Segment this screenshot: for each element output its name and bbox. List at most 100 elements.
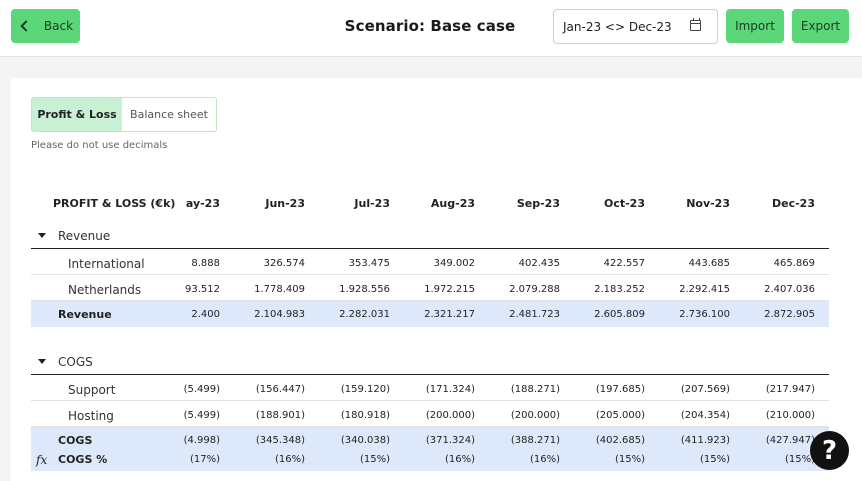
cell-value[interactable]: (371.324) — [425, 435, 475, 446]
column-header-6: Nov-23 — [686, 197, 730, 210]
import-button[interactable]: Import — [726, 9, 784, 43]
table-row: Netherlands 93.512 1.778.409 1.928.556 1.972… — [31, 275, 829, 301]
cell-value[interactable]: 1.778.409 — [254, 284, 305, 295]
section-title: Revenue — [58, 229, 111, 243]
cell-value[interactable]: 2.407.036 — [764, 284, 815, 295]
cell-value[interactable]: 2.282.031 — [339, 309, 390, 320]
cell-value[interactable]: (15%) — [699, 454, 730, 465]
date-range-picker[interactable]: Jan-23 <> Dec-23 — [553, 9, 718, 44]
cell-value[interactable]: (159.120) — [340, 384, 390, 395]
cell-value[interactable]: (197.685) — [595, 384, 645, 395]
content-card: Profit & Loss Balance sheet Please do no… — [11, 78, 862, 481]
help-icon: ? — [821, 435, 838, 466]
cell-value[interactable]: (188.271) — [510, 384, 560, 395]
cell-value[interactable]: (15%) — [784, 454, 815, 465]
cell-value[interactable]: 422.557 — [603, 258, 645, 269]
cell-value[interactable]: 2.400 — [191, 309, 220, 320]
ratio-row: fx COGS % (17%) (16%) (15%) (16%) (16%) (15%) (1… — [31, 449, 829, 471]
back-label: Back — [43, 19, 74, 33]
cell-value[interactable]: (200.000) — [425, 410, 475, 421]
cell-value[interactable]: (15%) — [614, 454, 645, 465]
cell-value[interactable]: 2.605.809 — [594, 309, 645, 320]
table-row: International 8.888 326.574 353.475 349.002 4… — [31, 249, 829, 275]
section-title: COGS — [58, 355, 93, 369]
section-header-cogs: COGS — [31, 349, 829, 375]
cell-value[interactable]: (5.499) — [183, 410, 220, 421]
cell-value[interactable]: 2.481.723 — [509, 309, 560, 320]
cell-value[interactable]: 2.321.217 — [424, 309, 475, 320]
cell-value[interactable]: 2.872.905 — [764, 309, 815, 320]
cell-value[interactable]: (15%) — [359, 454, 390, 465]
page-title: Scenario: Base case — [344, 17, 516, 35]
tab-balance-sheet[interactable]: Balance sheet — [122, 98, 216, 131]
cell-value[interactable]: (217.947) — [765, 384, 815, 395]
cell-value[interactable]: (427.947) — [765, 435, 815, 446]
cell-value[interactable]: 2.736.100 — [679, 309, 730, 320]
cell-value[interactable]: (205.000) — [595, 410, 645, 421]
cell-value[interactable]: (345.348) — [255, 435, 305, 446]
cell-value[interactable]: 1.972.215 — [424, 284, 475, 295]
decimals-note: Please do not use decimals — [31, 140, 168, 151]
cell-value[interactable]: (210.000) — [765, 410, 815, 421]
cell-value[interactable]: (402.685) — [595, 435, 645, 446]
column-header-7: Dec-23 — [772, 197, 815, 210]
cell-value[interactable]: (411.923) — [680, 435, 730, 446]
cell-value[interactable]: 2.079.288 — [509, 284, 560, 295]
function-icon[interactable]: fx — [36, 453, 48, 467]
cell-value[interactable]: (16%) — [444, 454, 475, 465]
cell-value[interactable]: (204.354) — [680, 410, 730, 421]
cell-value[interactable]: 326.574 — [263, 258, 305, 269]
row-label: Support — [68, 383, 116, 397]
cell-value[interactable]: (16%) — [529, 454, 560, 465]
tab-profit-loss[interactable]: Profit & Loss — [32, 98, 122, 131]
chevron-left-icon — [20, 20, 32, 32]
cell-value[interactable]: 443.685 — [688, 258, 730, 269]
cell-value[interactable]: 2.292.415 — [679, 284, 730, 295]
back-button[interactable]: Back — [11, 9, 80, 43]
cell-value[interactable]: 353.475 — [348, 258, 390, 269]
cell-value[interactable]: (180.918) — [340, 410, 390, 421]
table-header-label: PROFIT & LOSS (€k) — [53, 197, 176, 210]
row-label: Hosting — [68, 409, 114, 423]
column-header-5: Oct-23 — [603, 197, 645, 210]
section-header-revenue: Revenue — [31, 223, 829, 249]
cell-value[interactable]: 402.435 — [518, 258, 560, 269]
cell-value[interactable]: (207.569) — [680, 384, 730, 395]
date-range-value: Jan-23 <> Dec-23 — [563, 20, 672, 34]
top-bar: Back Scenario: Base case Jan-23 <> Dec-2… — [0, 0, 862, 57]
cell-value[interactable]: (16%) — [274, 454, 305, 465]
cell-value[interactable]: (156.447) — [255, 384, 305, 395]
help-button[interactable]: ? — [810, 431, 849, 470]
row-label: International — [68, 257, 145, 271]
cell-value[interactable]: (388.271) — [510, 435, 560, 446]
ratio-label: COGS % — [58, 453, 108, 466]
cell-value[interactable]: 1.928.556 — [339, 284, 390, 295]
cell-value[interactable]: 93.512 — [185, 284, 220, 295]
cell-value[interactable]: 2.183.252 — [594, 284, 645, 295]
cell-value[interactable]: (171.324) — [425, 384, 475, 395]
cell-value[interactable]: (4.998) — [183, 435, 220, 446]
table-row: Support (5.499) (156.447) (159.120) (171.324… — [31, 375, 829, 401]
column-header-0: ay-23 — [185, 197, 220, 210]
cell-value[interactable]: 465.869 — [773, 258, 815, 269]
cell-value[interactable]: (17%) — [189, 454, 220, 465]
total-row: Revenue 2.400 2.104.983 2.282.031 2.321.217 2… — [31, 301, 829, 327]
cell-value[interactable]: (200.000) — [510, 410, 560, 421]
row-label: Netherlands — [68, 283, 142, 297]
export-button[interactable]: Export — [792, 9, 849, 43]
cell-value[interactable]: 2.104.983 — [254, 309, 305, 320]
calendar-icon[interactable] — [690, 18, 701, 31]
cell-value[interactable]: 8.888 — [191, 258, 220, 269]
column-header-3: Aug-23 — [430, 197, 475, 210]
table-row: Hosting (5.499) (188.901) (180.918) (200.000… — [31, 401, 829, 427]
statement-tabs: Profit & Loss Balance sheet — [31, 97, 217, 132]
cell-value[interactable]: 349.002 — [433, 258, 475, 269]
collapse-triangle-icon[interactable] — [38, 233, 46, 238]
collapse-triangle-icon[interactable] — [38, 359, 46, 364]
cell-value[interactable]: (188.901) — [255, 410, 305, 421]
cell-value[interactable]: (5.499) — [183, 384, 220, 395]
cell-value[interactable]: (340.038) — [340, 435, 390, 446]
column-header-1: Jun-23 — [265, 197, 305, 210]
total-row: COGS (4.998) (345.348) (340.038) (371.324) (3… — [31, 427, 829, 453]
total-label: Revenue — [58, 308, 112, 321]
